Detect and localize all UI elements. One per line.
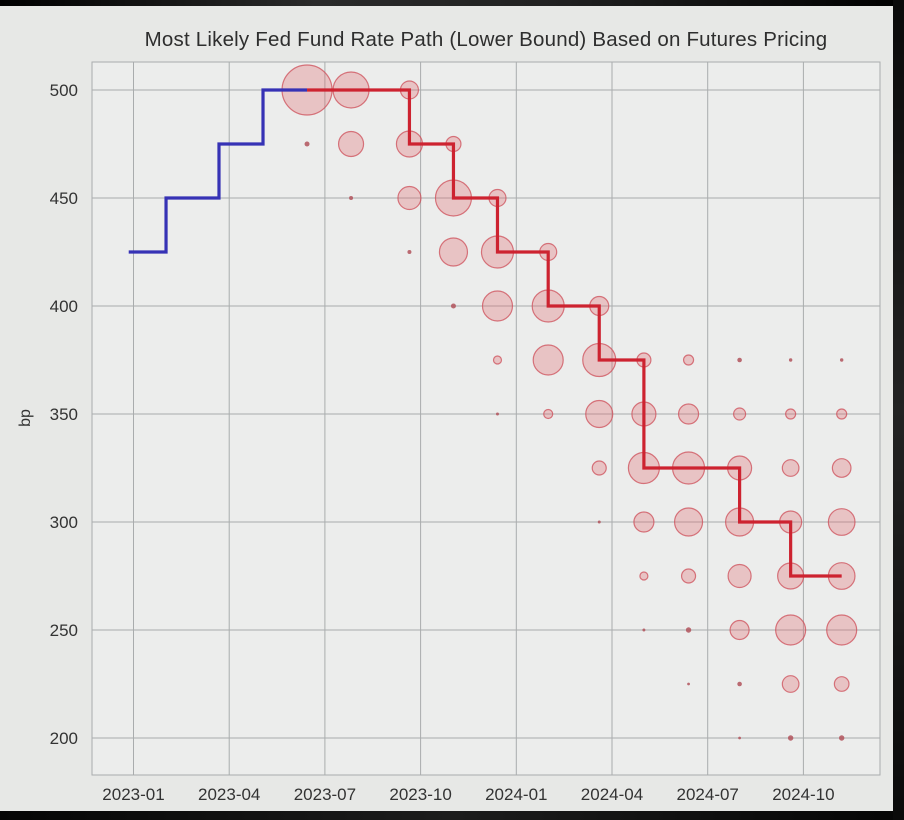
x-tick-label: 2024-01 bbox=[485, 785, 547, 804]
y-tick-label: 300 bbox=[50, 513, 78, 532]
probability-bubble bbox=[833, 676, 850, 692]
probability-bubble bbox=[685, 627, 692, 633]
y-tick-label: 350 bbox=[50, 405, 78, 424]
chart-title: Most Likely Fed Fund Rate Path (Lower Bo… bbox=[144, 28, 828, 51]
probability-bubble bbox=[438, 237, 469, 267]
probability-bubble bbox=[738, 736, 741, 740]
y-tick-label: 400 bbox=[50, 297, 78, 316]
x-tick-label: 2023-10 bbox=[389, 785, 451, 804]
video-frame-bottom-bar bbox=[0, 811, 904, 820]
video-frame-top-bar bbox=[0, 0, 904, 6]
probability-bubble bbox=[597, 520, 601, 524]
y-tick-label: 200 bbox=[50, 729, 78, 748]
probability-bubble bbox=[397, 185, 422, 211]
probability-bubble bbox=[781, 459, 800, 477]
probability-bubble bbox=[639, 571, 649, 581]
probability-bubble bbox=[787, 735, 794, 741]
probability-bubble bbox=[450, 303, 456, 309]
probability-bubble bbox=[591, 460, 607, 476]
y-tick-label: 500 bbox=[50, 81, 78, 100]
probability-bubble bbox=[680, 568, 697, 584]
probability-bubble bbox=[543, 408, 554, 420]
probability-bubble bbox=[677, 403, 700, 425]
rate-path-implied-line bbox=[307, 88, 842, 578]
probability-bubble bbox=[781, 675, 800, 693]
probability-bubble bbox=[337, 130, 365, 158]
plot-area bbox=[91, 61, 881, 776]
video-frame-right-bar bbox=[893, 0, 904, 820]
probability-bubble bbox=[495, 412, 499, 416]
probability-bubble bbox=[532, 344, 564, 376]
y-axis-label: bp bbox=[17, 409, 34, 427]
x-tick-label: 2024-04 bbox=[581, 785, 643, 804]
probability-bubble bbox=[788, 358, 793, 362]
probability-bubble bbox=[642, 628, 646, 632]
probability-bubble bbox=[839, 358, 844, 362]
probability-bubble bbox=[785, 408, 797, 420]
probability-bubble bbox=[729, 619, 750, 641]
y-tick-label: 250 bbox=[50, 621, 78, 640]
probability-bubble bbox=[826, 614, 858, 646]
probability-bubble bbox=[827, 508, 856, 536]
probability-bubble bbox=[687, 682, 690, 686]
y-tick-label: 450 bbox=[50, 189, 78, 208]
probability-bubble bbox=[673, 507, 704, 537]
probability-bubble bbox=[349, 196, 354, 200]
x-tick-label: 2023-07 bbox=[294, 785, 356, 804]
probability-bubble bbox=[407, 250, 412, 254]
x-tick-label: 2023-04 bbox=[198, 785, 260, 804]
probability-bubble bbox=[737, 681, 742, 687]
probability-bubble bbox=[836, 408, 848, 420]
x-tick-label: 2024-07 bbox=[677, 785, 739, 804]
probability-bubble bbox=[304, 141, 310, 147]
x-tick-label: 2024-10 bbox=[772, 785, 834, 804]
probability-bubble bbox=[492, 355, 503, 365]
probability-bubble bbox=[737, 357, 742, 363]
probability-bubble bbox=[682, 354, 695, 366]
probability-bubble bbox=[727, 563, 752, 589]
probability-bubble bbox=[732, 407, 747, 421]
probability-bubble bbox=[831, 458, 852, 478]
probability-bubble bbox=[585, 399, 614, 429]
probability-bubble bbox=[775, 614, 807, 646]
probability-bubble bbox=[633, 511, 655, 533]
probability-bubble bbox=[481, 290, 514, 322]
probability-bubble bbox=[838, 735, 845, 741]
x-tick-label: 2023-01 bbox=[102, 785, 164, 804]
rate-path-historical-line bbox=[128, 88, 308, 254]
